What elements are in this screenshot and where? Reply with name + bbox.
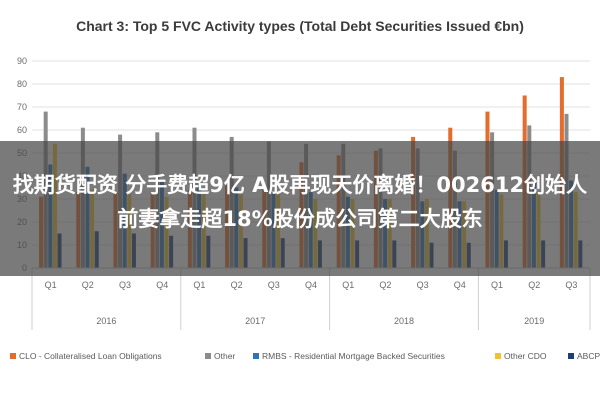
- x-tick-label: Q1: [342, 280, 354, 290]
- x-tick-label: Q1: [45, 280, 57, 290]
- legend-label: Other CDO: [504, 351, 547, 361]
- x-tick-label: Q3: [565, 280, 577, 290]
- legend-swatch: [205, 353, 211, 359]
- x-tick-label: Q2: [231, 280, 243, 290]
- headline-overlay-band: [0, 141, 600, 276]
- legend-swatch: [10, 353, 16, 359]
- x-tick-label: Q2: [82, 280, 94, 290]
- x-tick-label: Q1: [491, 280, 503, 290]
- x-tick-label: Q3: [268, 280, 280, 290]
- legend-label: CLO - Collateralised Loan Obligations: [19, 351, 162, 361]
- legend: CLO - Collateralised Loan Obligations Oth…: [10, 351, 600, 361]
- headline-overlay-text: 找期货配资 分手费超9亿 A股再现天价离婚！002612创始人前妻拿走超18%股…: [12, 173, 588, 231]
- x-tick-label: Q4: [454, 280, 466, 290]
- chart-title: Chart 3: Top 5 FVC Activity types (Total…: [76, 18, 524, 34]
- x-tick-label: Q2: [528, 280, 540, 290]
- x-tick-label: Q4: [156, 280, 168, 290]
- x-tick-label: Q1: [193, 280, 205, 290]
- legend-swatch: [568, 353, 574, 359]
- legend-label: ABCP: [577, 351, 600, 361]
- x-tick-label: Q2: [379, 280, 391, 290]
- year-label: 2019: [524, 316, 544, 326]
- y-tick-label: 60: [17, 125, 27, 135]
- legend-label: RMBS - Residential Mortgage Backed Secur…: [262, 351, 445, 361]
- legend-swatch: [253, 353, 259, 359]
- legend-label: Other: [214, 351, 235, 361]
- year-label: 2018: [394, 316, 414, 326]
- y-tick-label: 90: [17, 56, 27, 66]
- year-label: 2017: [245, 316, 265, 326]
- year-label: 2016: [96, 316, 116, 326]
- y-tick-label: 70: [17, 102, 27, 112]
- x-tick-label: Q3: [119, 280, 131, 290]
- x-tick-label: Q3: [417, 280, 429, 290]
- legend-swatch: [495, 353, 501, 359]
- x-tick-label: Q4: [305, 280, 317, 290]
- y-tick-label: 80: [17, 79, 27, 89]
